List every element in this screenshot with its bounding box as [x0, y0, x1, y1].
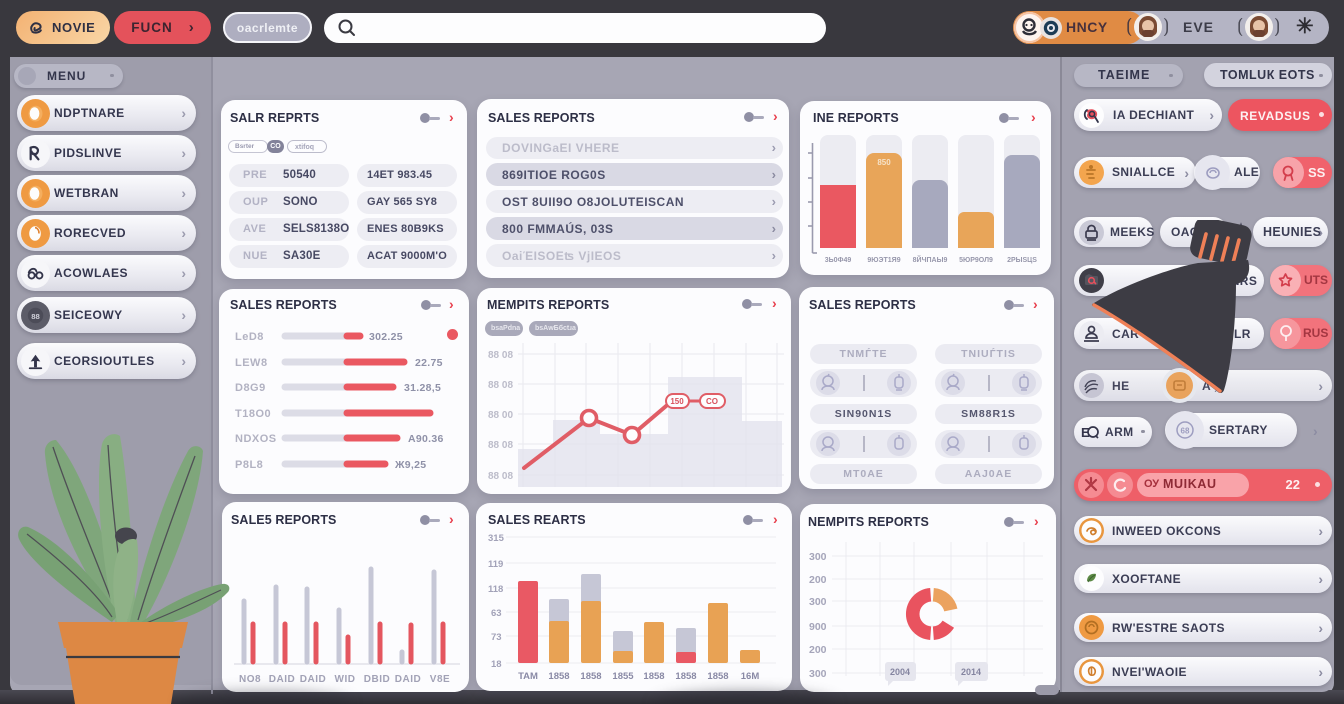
svg-text:300: 300: [809, 596, 827, 608]
svg-text:D8G9: D8G9: [235, 382, 266, 394]
svg-text:1855: 1855: [612, 671, 634, 682]
svg-text:1858: 1858: [675, 671, 696, 682]
svg-text:900: 900: [809, 621, 827, 633]
svg-text:200: 200: [809, 574, 827, 586]
svg-text:9ЮЭТ1Я9: 9ЮЭТ1Я9: [867, 257, 900, 264]
svg-text:DBID: DBID: [364, 674, 390, 685]
svg-text:2014: 2014: [961, 667, 981, 677]
svg-text:DAID: DAID: [395, 674, 421, 685]
svg-text:2004: 2004: [890, 667, 910, 677]
svg-text:88 08: 88 08: [488, 350, 513, 361]
svg-text:31.28,5: 31.28,5: [404, 382, 441, 394]
svg-text:88 08: 88 08: [488, 471, 513, 482]
svg-text:3Ь0Ф49: 3Ь0Ф49: [825, 257, 852, 264]
svg-text:300: 300: [809, 551, 827, 563]
svg-text:Ж9,25: Ж9,25: [394, 459, 426, 471]
svg-text:CO: CO: [706, 397, 718, 406]
svg-text:T18O0: T18O0: [235, 408, 271, 420]
svg-text:2РЫSЦS: 2РЫSЦS: [1007, 257, 1037, 264]
svg-text:P8L8: P8L8: [235, 459, 263, 471]
svg-text:22.75: 22.75: [415, 357, 443, 369]
svg-text:DAID: DAID: [300, 674, 326, 685]
svg-text:NDХOS: NDХOS: [235, 433, 277, 445]
svg-text:118: 118: [488, 584, 503, 595]
svg-text:150: 150: [670, 397, 684, 406]
svg-text:TAM: TAM: [518, 671, 538, 682]
svg-text:88: 88: [31, 311, 40, 320]
svg-text:DAID: DAID: [269, 674, 295, 685]
svg-text:V8E: V8E: [430, 674, 450, 685]
svg-text:18: 18: [491, 659, 502, 670]
svg-text:88 08: 88 08: [488, 440, 513, 451]
svg-text:1858: 1858: [707, 671, 728, 682]
svg-text:5ЮР9ОЛ9: 5ЮР9ОЛ9: [959, 257, 993, 264]
svg-text:16M: 16M: [741, 671, 760, 682]
svg-text:119: 119: [488, 559, 503, 570]
svg-text:1858: 1858: [643, 671, 664, 682]
svg-text:63: 63: [491, 608, 502, 619]
svg-text:A90.36: A90.36: [408, 433, 444, 445]
svg-text:302.25: 302.25: [369, 331, 403, 343]
svg-text:88 08: 88 08: [488, 380, 513, 391]
svg-text:300: 300: [809, 668, 827, 680]
svg-text:200: 200: [809, 644, 827, 656]
svg-text:LeD8: LeD8: [235, 331, 264, 343]
svg-text:LEW8: LEW8: [235, 357, 268, 369]
svg-text:NO8: NO8: [239, 674, 261, 685]
svg-text:E: E: [1081, 425, 1090, 440]
svg-text:1858: 1858: [548, 671, 569, 682]
svg-text:73: 73: [491, 632, 502, 643]
svg-text:1858: 1858: [580, 671, 601, 682]
svg-text:WID: WID: [335, 674, 356, 685]
svg-text:88 00: 88 00: [488, 410, 513, 421]
svg-text:8ЙЧПАЫ9: 8ЙЧПАЫ9: [913, 255, 948, 264]
svg-text:315: 315: [488, 533, 505, 544]
svg-text:850: 850: [877, 158, 891, 167]
svg-text:68: 68: [1181, 427, 1190, 436]
